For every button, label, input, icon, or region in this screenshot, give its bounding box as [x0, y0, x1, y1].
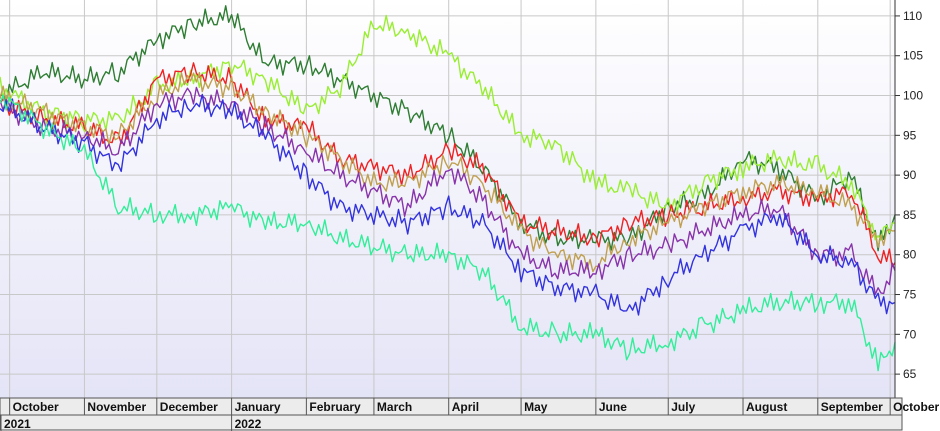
x-month-label: January [235, 400, 281, 414]
series-layer [0, 5, 896, 372]
series-line-6 [0, 93, 896, 316]
x-month-label: April [452, 400, 479, 414]
x-month-label: July [671, 400, 695, 414]
y-tick-label: 90 [903, 168, 917, 182]
y-tick-label: 95 [903, 128, 917, 142]
y-tick-label: 65 [903, 367, 917, 381]
x-month-label: August [746, 400, 787, 414]
y-tick-label: 105 [903, 49, 923, 63]
x-month-label: March [377, 400, 412, 414]
series-line-3 [0, 62, 896, 268]
series-line-1 [0, 5, 896, 252]
x-month-label: February [309, 400, 361, 414]
x-year-label: 2022 [235, 417, 262, 431]
y-tick-label: 110 [903, 9, 922, 23]
x-month-label: May [524, 400, 548, 414]
x-month-label: November [87, 400, 146, 414]
x-year-label: 2021 [4, 417, 31, 431]
y-tick-label: 80 [903, 248, 917, 262]
y-tick-label: 70 [903, 327, 917, 341]
y-axis: 65 70 75 80 85 90 95 100 105 110 [894, 0, 923, 398]
x-month-label: October [13, 400, 59, 414]
x-month-label: October [893, 400, 939, 414]
series-line-5 [0, 86, 896, 296]
x-month-label: June [599, 400, 627, 414]
y-tick-label: 85 [903, 208, 917, 222]
x-month-label: September [821, 400, 883, 414]
x-month-label: December [160, 400, 218, 414]
series-line-7 [0, 94, 896, 372]
y-tick-label: 75 [903, 288, 917, 302]
year-band [0, 414, 903, 431]
x-axis: October November December January February Ma… [0, 397, 940, 431]
y-tick-label: 100 [903, 89, 923, 103]
series-line-4 [0, 71, 896, 273]
